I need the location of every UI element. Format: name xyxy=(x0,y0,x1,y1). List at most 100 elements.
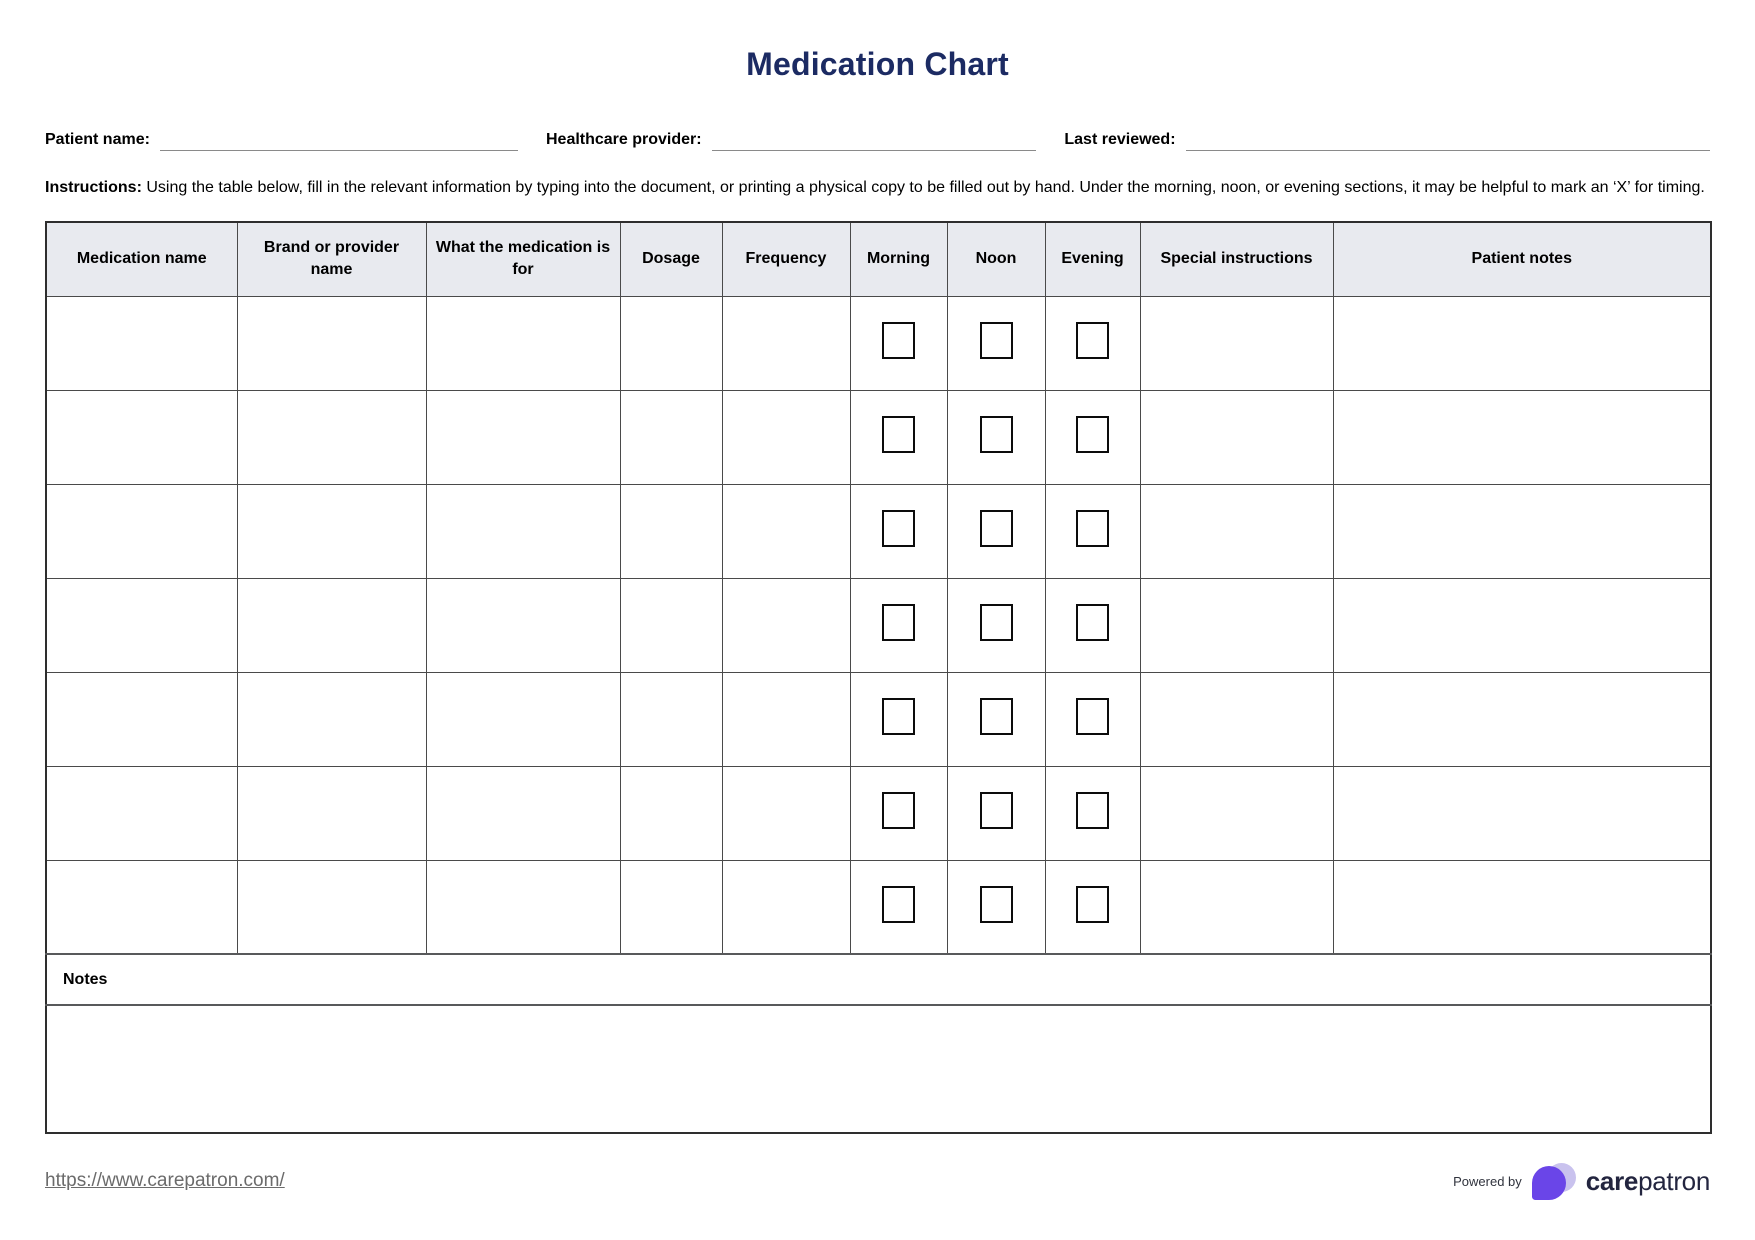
empty-cell[interactable] xyxy=(425,577,621,673)
empty-cell[interactable] xyxy=(721,765,851,861)
patient-name-field[interactable] xyxy=(159,127,518,151)
morning-checkbox[interactable] xyxy=(882,885,915,923)
empty-cell[interactable] xyxy=(1332,671,1712,767)
morning-checkbox[interactable] xyxy=(882,604,915,641)
noon-checkbox[interactable] xyxy=(979,792,1013,829)
empty-cell[interactable] xyxy=(721,483,851,579)
evening-checkbox[interactable] xyxy=(1076,792,1109,829)
empty-cell[interactable] xyxy=(425,295,621,391)
noon-checkbox[interactable] xyxy=(979,885,1013,923)
morning-cell[interactable] xyxy=(849,295,948,391)
morning-checkbox[interactable] xyxy=(882,322,915,359)
empty-cell[interactable] xyxy=(619,671,723,767)
empty-cell[interactable] xyxy=(721,859,851,955)
noon-cell[interactable] xyxy=(946,389,1046,485)
morning-cell[interactable] xyxy=(849,389,948,485)
noon-checkbox[interactable] xyxy=(979,416,1013,453)
noon-cell[interactable] xyxy=(946,295,1046,391)
evening-checkbox[interactable] xyxy=(1076,510,1109,547)
empty-cell[interactable] xyxy=(721,671,851,767)
empty-cell[interactable] xyxy=(1139,389,1334,485)
evening-cell[interactable] xyxy=(1044,765,1141,861)
powered-by-block: Powered by carepatron xyxy=(1453,1160,1710,1202)
empty-cell[interactable] xyxy=(236,765,427,861)
empty-cell[interactable] xyxy=(425,859,621,955)
evening-cell[interactable] xyxy=(1044,389,1141,485)
empty-cell[interactable] xyxy=(1139,671,1334,767)
noon-cell[interactable] xyxy=(946,765,1046,861)
noon-cell[interactable] xyxy=(946,671,1046,767)
empty-cell[interactable] xyxy=(45,389,238,485)
empty-cell[interactable] xyxy=(619,483,723,579)
healthcare-provider-label: Healthcare provider: xyxy=(545,131,702,148)
evening-checkbox[interactable] xyxy=(1076,885,1109,923)
empty-cell[interactable] xyxy=(1139,295,1334,391)
noon-cell[interactable] xyxy=(946,859,1046,955)
empty-cell[interactable] xyxy=(1332,389,1712,485)
empty-cell[interactable] xyxy=(425,389,621,485)
empty-cell[interactable] xyxy=(1332,483,1712,579)
empty-cell[interactable] xyxy=(619,295,723,391)
morning-cell[interactable] xyxy=(849,671,948,767)
empty-cell[interactable] xyxy=(1332,859,1712,955)
evening-checkbox[interactable] xyxy=(1076,698,1109,735)
empty-cell[interactable] xyxy=(425,483,621,579)
empty-cell[interactable] xyxy=(1139,859,1334,955)
patient-name-label: Patient name: xyxy=(45,131,150,148)
empty-cell[interactable] xyxy=(619,389,723,485)
empty-cell[interactable] xyxy=(1332,765,1712,861)
empty-cell[interactable] xyxy=(619,859,723,955)
evening-cell[interactable] xyxy=(1044,295,1141,391)
empty-cell[interactable] xyxy=(45,483,238,579)
evening-checkbox[interactable] xyxy=(1076,416,1109,453)
morning-checkbox[interactable] xyxy=(882,792,915,829)
empty-cell[interactable] xyxy=(1139,765,1334,861)
empty-cell[interactable] xyxy=(236,577,427,673)
last-reviewed-field[interactable] xyxy=(1185,127,1711,151)
instructions-text: Instructions: Using the table below, fil… xyxy=(45,177,1710,199)
noon-cell[interactable] xyxy=(946,577,1046,673)
empty-cell[interactable] xyxy=(721,389,851,485)
empty-cell[interactable] xyxy=(236,483,427,579)
evening-cell[interactable] xyxy=(1044,483,1141,579)
evening-checkbox[interactable] xyxy=(1076,604,1109,641)
empty-cell[interactable] xyxy=(425,765,621,861)
morning-cell[interactable] xyxy=(849,577,948,673)
morning-cell[interactable] xyxy=(849,483,948,579)
empty-cell[interactable] xyxy=(236,389,427,485)
morning-cell[interactable] xyxy=(849,859,948,955)
empty-cell[interactable] xyxy=(1139,577,1334,673)
notes-input-area[interactable] xyxy=(45,1004,1712,1134)
empty-cell[interactable] xyxy=(236,671,427,767)
empty-cell[interactable] xyxy=(236,859,427,955)
noon-checkbox[interactable] xyxy=(979,322,1013,359)
empty-cell[interactable] xyxy=(425,671,621,767)
empty-cell[interactable] xyxy=(619,765,723,861)
morning-checkbox[interactable] xyxy=(882,510,915,547)
evening-cell[interactable] xyxy=(1044,671,1141,767)
carepatron-link[interactable]: https://www.carepatron.com/ xyxy=(45,1170,285,1191)
noon-checkbox[interactable] xyxy=(979,698,1013,735)
morning-checkbox[interactable] xyxy=(882,416,915,453)
empty-cell[interactable] xyxy=(45,577,238,673)
empty-cell[interactable] xyxy=(45,295,238,391)
empty-cell[interactable] xyxy=(45,671,238,767)
empty-cell[interactable] xyxy=(619,577,723,673)
morning-checkbox[interactable] xyxy=(882,698,915,735)
noon-checkbox[interactable] xyxy=(979,604,1013,641)
morning-cell[interactable] xyxy=(849,765,948,861)
noon-checkbox[interactable] xyxy=(979,510,1013,547)
empty-cell[interactable] xyxy=(1332,577,1712,673)
healthcare-provider-field[interactable] xyxy=(711,127,1037,151)
empty-cell[interactable] xyxy=(45,765,238,861)
empty-cell[interactable] xyxy=(721,295,851,391)
evening-cell[interactable] xyxy=(1044,577,1141,673)
evening-checkbox[interactable] xyxy=(1076,322,1109,359)
empty-cell[interactable] xyxy=(236,295,427,391)
empty-cell[interactable] xyxy=(721,577,851,673)
noon-cell[interactable] xyxy=(946,483,1046,579)
empty-cell[interactable] xyxy=(1139,483,1334,579)
empty-cell[interactable] xyxy=(1332,295,1712,391)
evening-cell[interactable] xyxy=(1044,859,1141,955)
empty-cell[interactable] xyxy=(45,859,238,955)
